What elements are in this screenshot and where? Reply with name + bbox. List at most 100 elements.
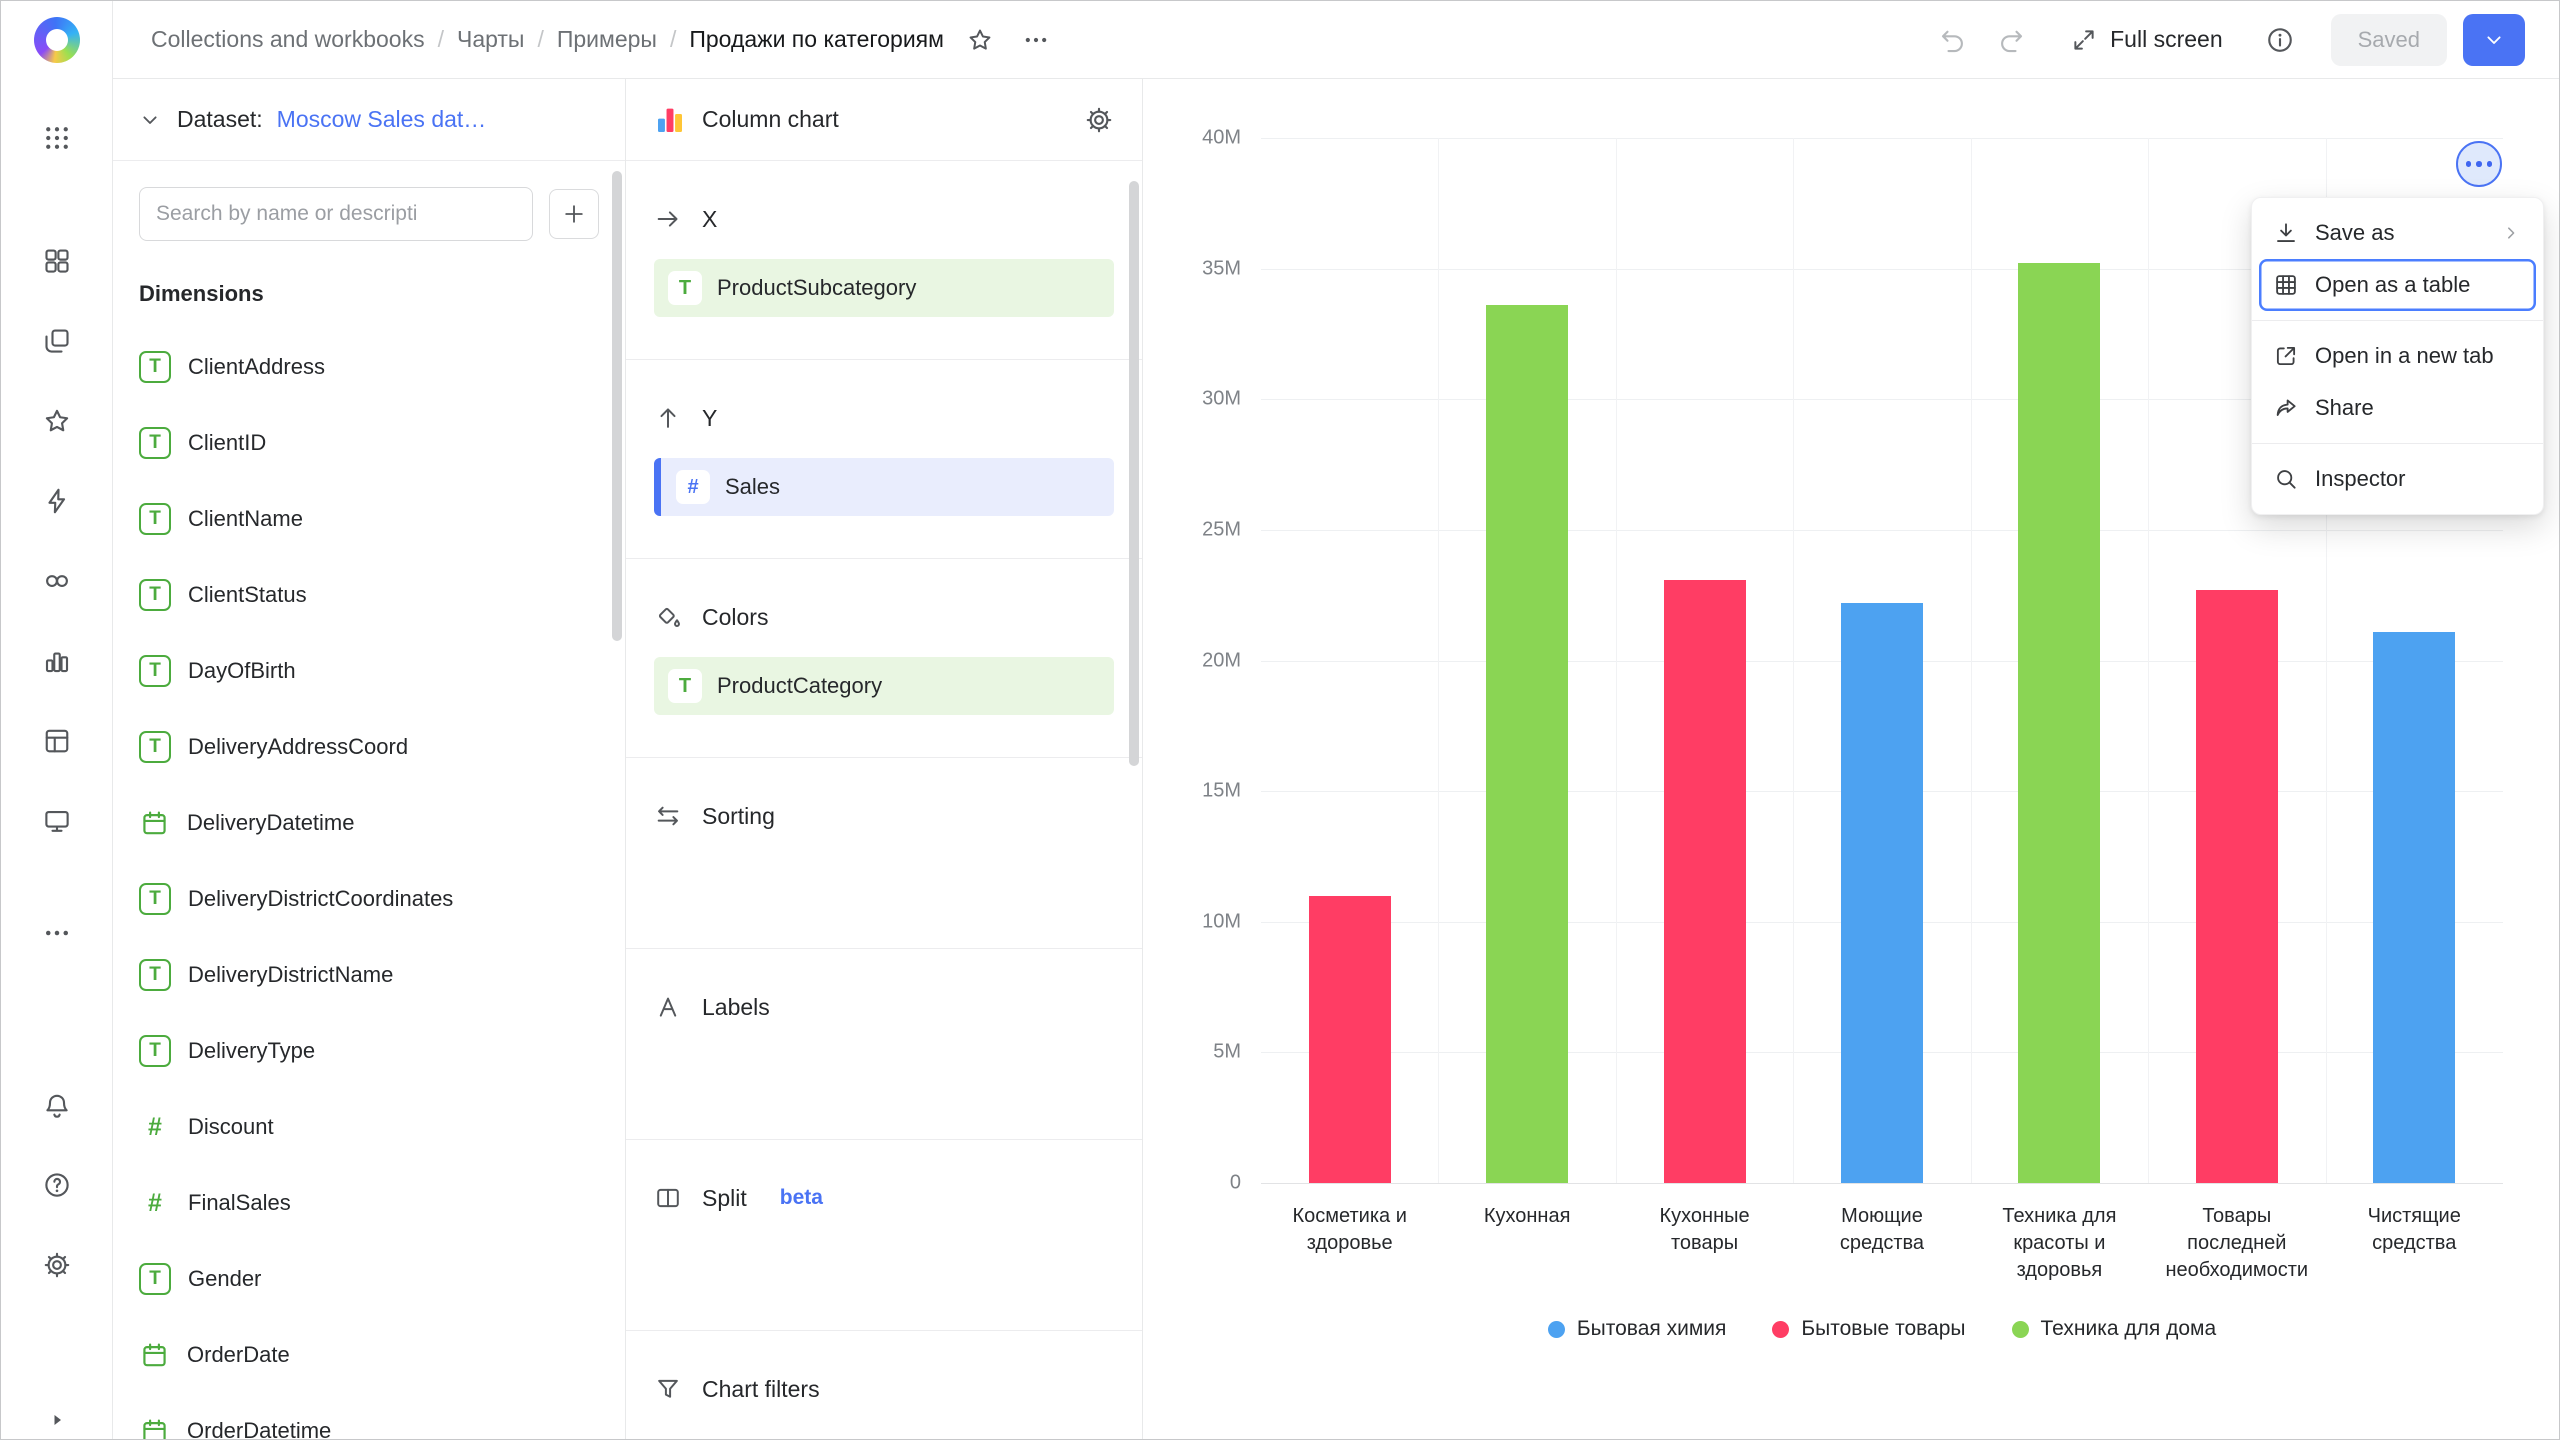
play-icon[interactable]	[45, 1408, 69, 1432]
pill-field-name: Sales	[725, 474, 781, 499]
dataset-field-OrderDate[interactable]: OrderDate	[113, 1317, 625, 1393]
dataset-field-DeliveryDistrictName[interactable]: T DeliveryDistrictName	[113, 937, 625, 1013]
legend-dot	[1772, 1320, 1790, 1338]
grid-dots-icon[interactable]	[42, 123, 72, 153]
text-field-icon: T	[139, 731, 171, 763]
menu-item-save-as[interactable]: Save as	[2259, 207, 2536, 259]
beta-badge: beta	[779, 1186, 823, 1209]
section-label: Colors	[702, 603, 769, 630]
breadcrumb-item-продажи-по-категориям: Продажи по категориям	[689, 26, 944, 52]
info-icon[interactable]	[2265, 25, 2295, 55]
bar-chart-icon[interactable]	[42, 646, 72, 676]
text-field-icon: T	[139, 655, 171, 687]
dot-icon	[2476, 161, 2482, 167]
config-panel-scrollbar[interactable]	[1129, 181, 1139, 766]
gear-icon[interactable]	[42, 1250, 72, 1280]
squares-icon[interactable]	[42, 246, 72, 276]
config-section-split: Split beta	[626, 1140, 1142, 1331]
chart-settings-gear-icon[interactable]	[1084, 105, 1114, 135]
save-dropdown-button[interactable]	[2463, 13, 2525, 66]
dataset-field-ClientStatus[interactable]: T ClientStatus	[113, 557, 625, 633]
config-section-x: X T ProductSubcategory	[626, 161, 1142, 360]
legend-item-бытовые-товары[interactable]: Бытовые товары	[1772, 1317, 1966, 1341]
breadcrumb-item-примеры[interactable]: Примеры	[556, 26, 657, 52]
field-pill-Sales[interactable]: # Sales	[654, 458, 1114, 516]
chart-config-panel: Column chart X T ProductSubcategory Y # Sales…	[626, 79, 1143, 1439]
field-pill-ProductCategory[interactable]: T ProductCategory	[654, 657, 1114, 715]
text-field-icon: T	[139, 1035, 171, 1067]
dataset-field-DeliveryType[interactable]: T DeliveryType	[113, 1013, 625, 1089]
bar-косметика-и-здоровье[interactable]	[1308, 895, 1391, 1183]
bar-чистящие-средства[interactable]	[2373, 631, 2456, 1183]
text-field-icon: T	[139, 427, 171, 459]
fullscreen-icon[interactable]	[2070, 26, 2098, 54]
field-pill-ProductSubcategory[interactable]: T ProductSubcategory	[654, 259, 1114, 317]
y-axis-tick: 0	[1229, 1171, 1241, 1194]
breadcrumb-item-collections-and-workbooks[interactable]: Collections and workbooks	[151, 26, 425, 52]
bar-моющие-средства[interactable]	[1841, 603, 1923, 1183]
monitor-icon[interactable]	[42, 806, 72, 836]
infinity-icon[interactable]	[42, 566, 72, 596]
favorite-star-icon[interactable]	[966, 26, 994, 54]
lightning-icon[interactable]	[42, 486, 72, 516]
dataset-panel-scrollbar[interactable]	[612, 171, 622, 641]
dataset-field-Discount[interactable]: # Discount	[113, 1089, 625, 1165]
menu-item-inspector[interactable]: Inspector	[2259, 453, 2536, 505]
dataset-field-DayOfBirth[interactable]: T DayOfBirth	[113, 633, 625, 709]
legend-label: Бытовая химия	[1576, 1317, 1727, 1340]
dataset-field-ClientName[interactable]: T ClientName	[113, 481, 625, 557]
y-axis-tick: 25M	[1202, 518, 1241, 541]
dataset-field-DeliveryAddressCoord[interactable]: T DeliveryAddressCoord	[113, 709, 625, 785]
dataset-field-ClientAddress[interactable]: T ClientAddress	[113, 329, 625, 405]
dataset-field-OrderDatetime[interactable]: OrderDatetime	[113, 1393, 625, 1439]
section-label: Split	[702, 1184, 747, 1211]
menu-item-open-as-a-table[interactable]: Open as a table	[2259, 259, 2536, 311]
dataset-field-DeliveryDatetime[interactable]: DeliveryDatetime	[113, 785, 625, 861]
v-gridline	[2148, 138, 2150, 1183]
field-name: OrderDatetime	[187, 1418, 332, 1439]
section-label: Chart filters	[702, 1375, 820, 1402]
field-name: ClientAddress	[188, 354, 325, 379]
datalens-logo[interactable]	[34, 17, 80, 63]
menu-item-share[interactable]: Share	[2259, 382, 2536, 434]
menu-item-label: Open as a table	[2315, 272, 2471, 297]
bar-техника-для-красоты-и-здоровья[interactable]	[2018, 263, 2101, 1183]
section-header-y: Y	[654, 404, 1114, 432]
bar-кухонные-товары[interactable]	[1663, 579, 1746, 1183]
undo-icon[interactable]	[1938, 25, 1968, 55]
column-chart-type-icon[interactable]	[654, 104, 686, 136]
help-icon[interactable]	[42, 1170, 72, 1200]
chart-more-button[interactable]	[2456, 141, 2502, 187]
bar-товары-последней-необходимости[interactable]	[2195, 589, 2278, 1183]
dataset-field-DeliveryDistrictCoordinates[interactable]: T DeliveryDistrictCoordinates	[113, 861, 625, 937]
menu-item-label: Save as	[2315, 220, 2395, 245]
saved-button[interactable]: Saved	[2330, 13, 2447, 66]
search-input[interactable]	[139, 187, 533, 241]
table-icon[interactable]	[42, 726, 72, 756]
section-header-labels: Labels	[654, 993, 1114, 1021]
dataset-field-FinalSales[interactable]: # FinalSales	[113, 1165, 625, 1241]
pill-field-name: ProductCategory	[717, 673, 883, 698]
add-field-button[interactable]	[549, 189, 599, 239]
bar-кухонная[interactable]	[1486, 305, 1569, 1183]
column-chart: 40M 35M 30M 25M 20M 15M 10M 5M 0	[1202, 127, 2503, 1194]
fullscreen-label[interactable]: Full screen	[2110, 26, 2223, 52]
breadcrumb-item-чарты[interactable]: Чарты	[456, 26, 525, 52]
layers-icon[interactable]	[42, 326, 72, 356]
more-options-icon[interactable]	[1022, 26, 1050, 54]
dataset-field-Gender[interactable]: T Gender	[113, 1241, 625, 1317]
legend-item-бытовая-химия[interactable]: Бытовая химия	[1547, 1317, 1727, 1341]
chart-type-label[interactable]: Column chart	[702, 106, 839, 132]
legend-item-техника-для-дома[interactable]: Техника для дома	[2011, 1317, 2216, 1341]
ellipsis-icon[interactable]	[42, 918, 72, 948]
config-sections: X T ProductSubcategory Y # Sales Colors T Produc…	[626, 161, 1142, 1439]
dataset-name-link[interactable]: Moscow Sales dat…	[276, 106, 487, 132]
star-icon[interactable]	[42, 406, 72, 436]
menu-item-open-in-a-new-tab[interactable]: Open in a new tab	[2259, 330, 2536, 382]
breadcrumb-separator: /	[437, 26, 444, 52]
redo-icon[interactable]	[1996, 25, 2026, 55]
collapse-chevron-down-icon[interactable]	[137, 107, 163, 133]
dataset-field-ClientID[interactable]: T ClientID	[113, 405, 625, 481]
bell-icon[interactable]	[42, 1091, 72, 1121]
